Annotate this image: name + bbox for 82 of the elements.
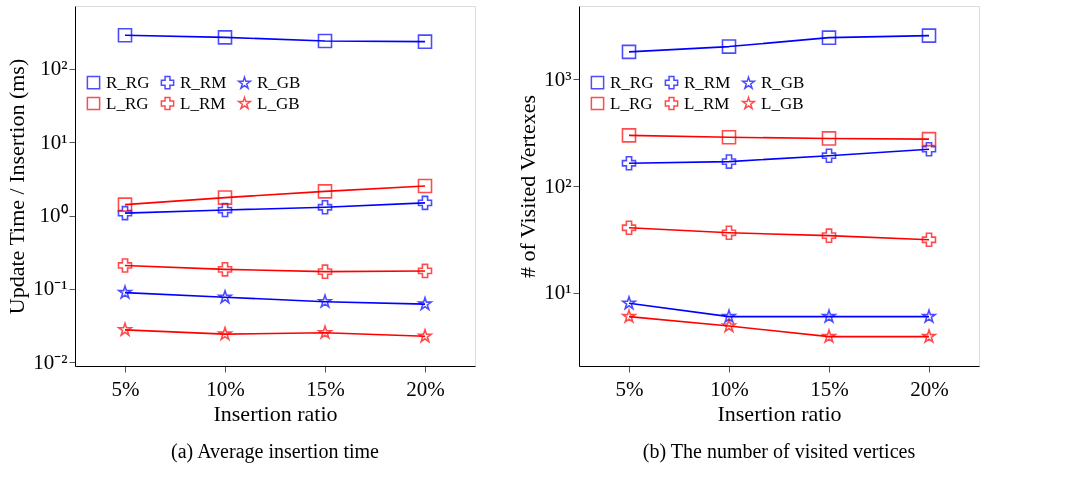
point	[822, 309, 836, 323]
point	[622, 295, 636, 310]
y-tick-label: 10³	[544, 66, 572, 91]
point	[217, 30, 233, 45]
y-tick-label: 10¹	[544, 280, 572, 305]
legend-label: R_GB	[761, 73, 805, 93]
x-tick-label: 5%	[615, 376, 644, 401]
point	[317, 33, 333, 49]
point	[218, 289, 232, 304]
legend-label: L_RG	[610, 93, 653, 113]
x-axis-title: Insertion ratio	[213, 400, 338, 426]
point	[921, 232, 937, 248]
legend-label: R_RG	[610, 72, 654, 92]
point	[921, 141, 937, 157]
legend-label: L_RM	[180, 93, 226, 113]
point	[721, 154, 737, 169]
point	[621, 128, 637, 143]
point	[218, 326, 232, 341]
point	[721, 39, 737, 54]
point	[117, 27, 133, 43]
y-tick-label: 10¹	[40, 129, 68, 154]
text: (b) The number of visited vertices	[642, 440, 916, 463]
point	[417, 195, 433, 211]
point	[117, 205, 133, 221]
point	[921, 131, 937, 147]
point	[721, 129, 737, 145]
point	[117, 258, 133, 273]
point	[921, 28, 937, 43]
y-axis-title: # of Visited Vertexes	[515, 94, 541, 279]
point	[118, 322, 132, 336]
y-tick-label: 10⁻²	[33, 349, 68, 374]
point	[318, 294, 332, 308]
point	[418, 328, 432, 343]
point	[822, 329, 836, 343]
x-tick-label: 15%	[810, 376, 849, 401]
point	[922, 329, 936, 343]
point	[922, 309, 936, 323]
y-tick-label: 10⁰	[39, 203, 68, 228]
y-tick-label: 10²	[544, 173, 572, 198]
legend-label: R_GB	[257, 73, 301, 93]
point	[821, 131, 837, 146]
point	[217, 190, 233, 205]
legend-label: L_RG	[106, 93, 149, 113]
x-tick-label: 20%	[910, 376, 949, 401]
legend-label: R_RM	[684, 72, 731, 92]
point	[217, 202, 233, 218]
legend-label: R_RM	[180, 72, 227, 92]
point	[721, 225, 737, 241]
point	[318, 325, 332, 339]
y-tick-label: 10²	[40, 56, 68, 81]
point	[317, 264, 333, 279]
point	[821, 228, 837, 243]
point	[117, 197, 133, 212]
point	[417, 34, 433, 49]
x-tick-label: 15%	[306, 376, 345, 401]
text: (a) Average insertion time	[171, 440, 380, 463]
point	[622, 309, 636, 323]
point	[821, 148, 837, 164]
point	[621, 220, 637, 236]
point	[621, 155, 637, 171]
y-axis-title: Update Time / Insertion (ms)	[4, 58, 30, 315]
point	[722, 318, 736, 333]
x-tick-label: 10%	[206, 376, 245, 401]
point	[418, 296, 432, 311]
point	[317, 184, 333, 199]
point	[118, 285, 132, 299]
point	[217, 262, 233, 277]
point	[417, 263, 433, 279]
legend-label: L_RM	[684, 93, 730, 113]
legend-label: L_GB	[761, 93, 804, 113]
point	[621, 44, 637, 60]
legend-label: R_RG	[106, 72, 150, 92]
x-tick-label: 20%	[406, 376, 445, 401]
point	[722, 309, 736, 323]
point	[821, 30, 837, 45]
point	[317, 199, 333, 215]
x-axis-title: Insertion ratio	[717, 400, 842, 426]
legend-label: L_GB	[257, 93, 300, 113]
y-tick-label: 10⁻¹	[33, 276, 68, 301]
x-tick-label: 10%	[710, 376, 749, 401]
point	[417, 178, 433, 194]
x-tick-label: 5%	[111, 376, 140, 401]
